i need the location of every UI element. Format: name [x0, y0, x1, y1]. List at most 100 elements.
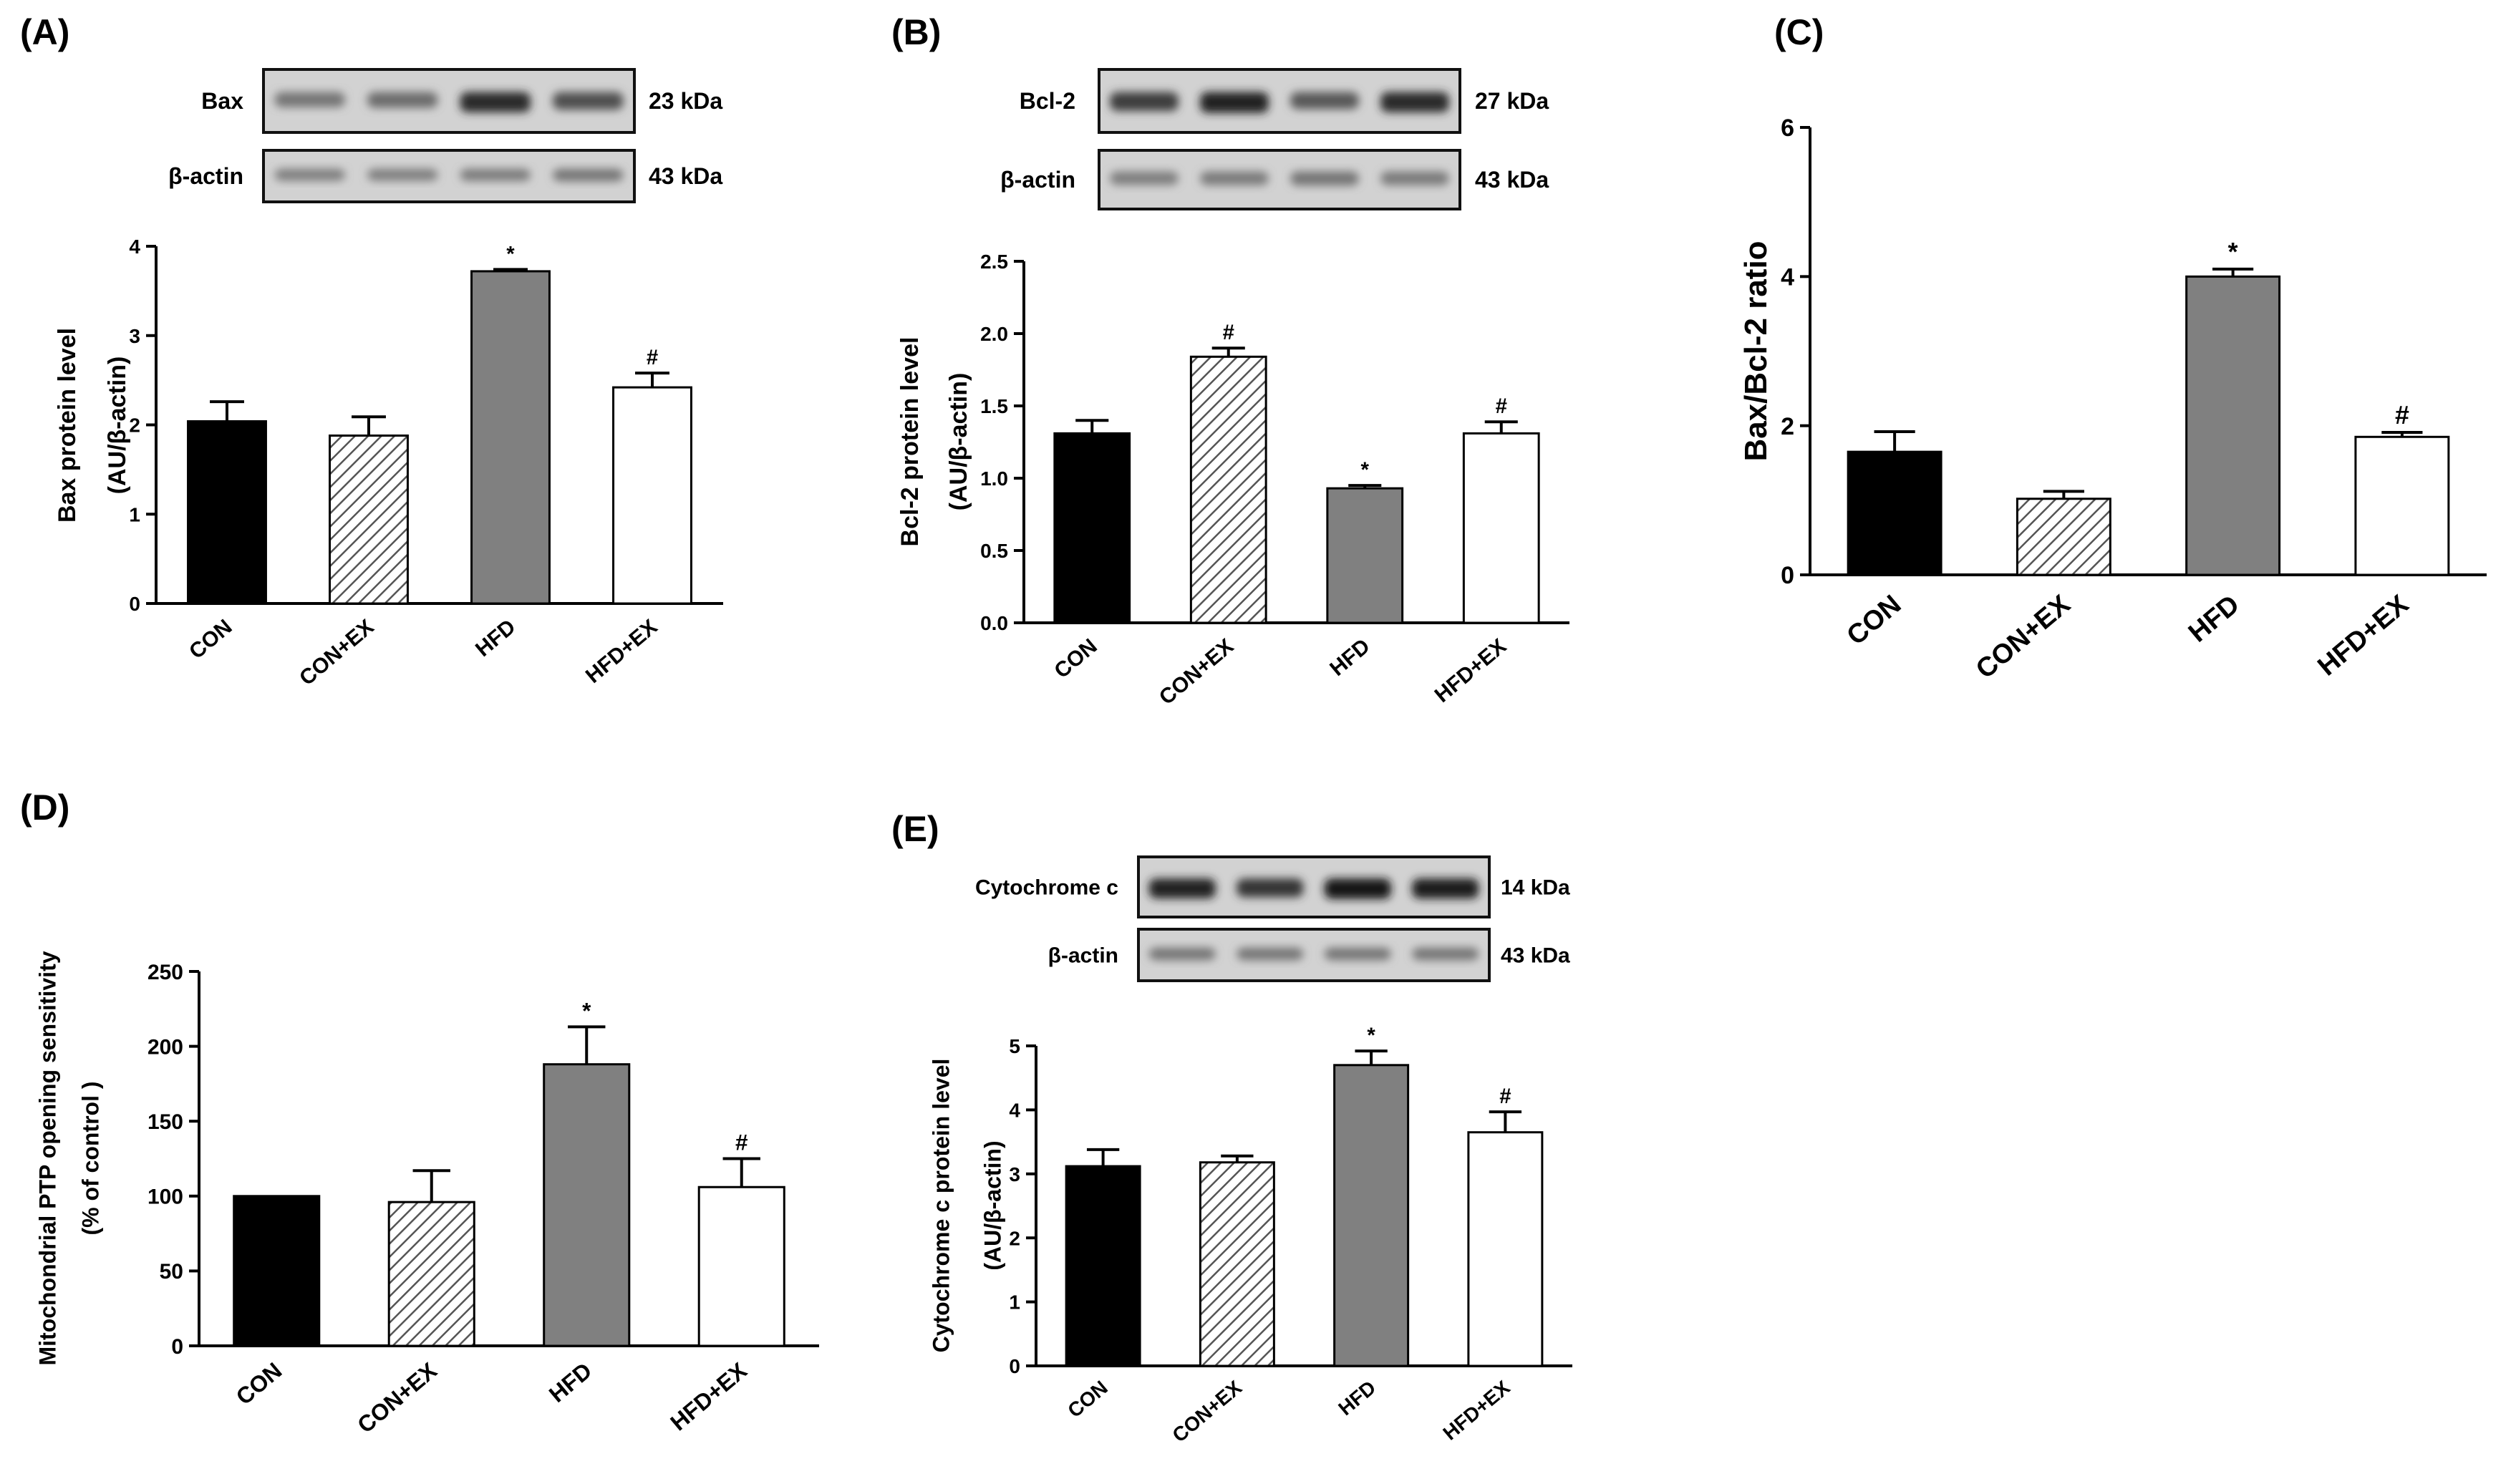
bar-hfd-ex [2354, 435, 2450, 576]
bar-hfd-ex [1462, 432, 1540, 624]
blot-band [1237, 947, 1304, 961]
blot-protein-label: β-actin [168, 163, 243, 189]
y-tick-label: 1.0 [980, 467, 1008, 490]
blot-band [367, 168, 438, 181]
blot-strip-1 [262, 149, 636, 203]
y-tick-label: 0 [171, 1335, 183, 1359]
blot-band [553, 92, 624, 110]
blot-strip-1 [1098, 149, 1461, 210]
blot-strip-0 [1137, 855, 1491, 918]
x-tick-label: CON [1063, 1376, 1112, 1422]
x-tick-label: HFD+EX [1431, 634, 1511, 707]
bar-con-ex [1189, 355, 1267, 624]
x-tick-label: CON+EX [295, 615, 378, 690]
blot-band [274, 92, 345, 107]
y-tick-label: 0 [129, 593, 140, 615]
x-tick-label: CON+EX [352, 1357, 442, 1438]
blot-band [1200, 171, 1269, 185]
x-tick-label: CON+EX [1155, 634, 1238, 709]
panel-label-e: (E) [891, 809, 939, 849]
y-tick-label: 200 [147, 1035, 183, 1059]
significance-mark: * [2228, 238, 2238, 266]
blot-band [1412, 947, 1479, 961]
blot-strip-0 [1098, 68, 1461, 134]
y-tick-label: 4 [129, 236, 140, 258]
chart-panel-b: (B) 0.0 0.5 1.0 1.5 2.0 2.5 Bcl-2 protein level… [891, 12, 1569, 709]
significance-mark: # [1496, 394, 1507, 418]
y-tick-label: 0 [1009, 1355, 1020, 1377]
x-tick-label: CON [231, 1357, 287, 1410]
bar-hfd [1326, 487, 1404, 624]
blot-band [1148, 947, 1216, 961]
blot-band [367, 92, 438, 108]
blot-band [1324, 947, 1391, 961]
chart-panel-c: (C) 0 2 4 6 Bax/Bcl-2 ratio CON CON+EX * HFD # HFD+… [1738, 12, 2487, 685]
bar-con-ex [387, 1201, 475, 1347]
blot-band [1290, 171, 1359, 186]
y-tick-label: 250 [147, 961, 183, 984]
significance-mark: * [506, 242, 515, 266]
chart-panel-e: (E) 0 1 2 3 4 5 Cytochrome c protein level (AU/β… [891, 809, 1572, 1447]
y-tick-label: 1 [1009, 1291, 1020, 1314]
bar-hfd-ex [1467, 1131, 1544, 1367]
bar-con [1065, 1165, 1141, 1367]
y-axis-label: Cytochrome c protein level [929, 1059, 954, 1353]
bar-hfd [1333, 1064, 1410, 1367]
x-tick-label: HFD+EX [2312, 589, 2414, 682]
blot-kda-label: 43 kDa [649, 163, 722, 189]
blot-band [1380, 171, 1449, 185]
x-tick-label: HFD [2183, 589, 2245, 648]
y-tick-label: 0.5 [980, 540, 1008, 562]
significance-mark: # [1223, 321, 1234, 344]
blot-band [1148, 878, 1216, 898]
x-tick-label: HFD [544, 1357, 597, 1407]
bar-con-ex [2016, 498, 2111, 576]
bar-hfd [543, 1063, 631, 1347]
bar-con-ex [329, 434, 409, 605]
y-axis-label: Bcl-2 protein level [896, 337, 924, 547]
x-tick-label: HFD [1325, 634, 1374, 681]
significance-mark: # [647, 346, 658, 369]
blot-band [1110, 171, 1179, 185]
significance-mark: # [2395, 401, 2409, 430]
x-tick-label: CON [1050, 634, 1101, 683]
x-tick-label: CON+EX [1970, 589, 2076, 685]
blot-band [1290, 92, 1359, 110]
chart-panel-d: (D) 0 50 100 150 200 250 Mitochondrial PTP open… [20, 787, 819, 1438]
y-axis-label: (AU/β-actin) [980, 1140, 1006, 1270]
x-tick-label: CON [185, 615, 236, 664]
y-axis-label: Bax protein level [54, 328, 81, 523]
y-tick-label: 50 [160, 1260, 183, 1284]
blot-kda-label: 27 kDa [1475, 88, 1549, 114]
significance-mark: # [1499, 1085, 1511, 1108]
y-axis-label: (% of control ) [78, 1081, 104, 1235]
bar-con [1847, 450, 1942, 576]
blot-band [553, 168, 624, 182]
significance-mark: * [582, 997, 591, 1023]
blot-band [274, 168, 345, 181]
blot-kda-label: 14 kDa [1501, 876, 1570, 900]
y-axis-label: (AU/β-actin) [945, 373, 972, 511]
bar-con-ex [1199, 1161, 1275, 1367]
bar-con [1053, 432, 1131, 624]
blot-kda-label: 23 kDa [649, 88, 722, 114]
panel-label-b: (B) [891, 12, 941, 52]
blot-strip-1 [1137, 928, 1491, 982]
blot-band [1110, 92, 1179, 112]
x-tick-label: HFD [1334, 1376, 1380, 1420]
y-axis-label: Mitochondrial PTP opening sensitivity [35, 951, 61, 1365]
x-tick-label: CON+EX [1168, 1376, 1246, 1446]
y-tick-label: 0.0 [980, 612, 1008, 634]
bar-hfd-ex [612, 386, 692, 605]
y-tick-label: 1 [129, 503, 140, 525]
bar-con [187, 420, 267, 605]
bar-con [233, 1195, 321, 1347]
y-tick-label: 4 [1781, 264, 1794, 291]
bar-hfd [2185, 275, 2281, 576]
panel-label-d: (D) [20, 787, 69, 828]
blot-strip-0 [262, 68, 636, 134]
y-tick-label: 1.5 [980, 395, 1008, 417]
panel-label-a: (A) [20, 12, 69, 52]
blot-protein-label: Cytochrome c [975, 876, 1118, 900]
